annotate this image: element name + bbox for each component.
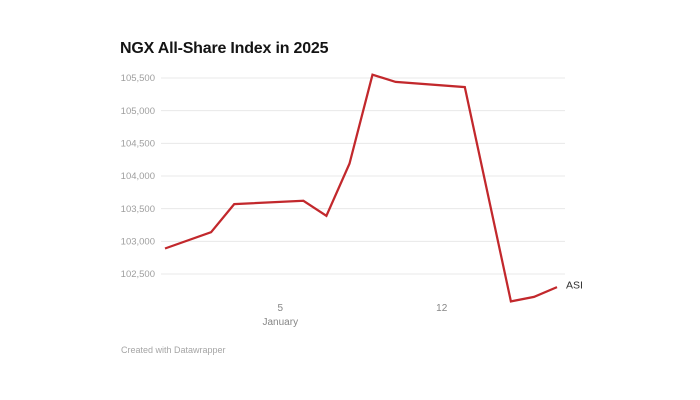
- y-axis-tick-label: 104,500: [121, 139, 155, 150]
- y-axis-tick-label: 103,500: [121, 204, 155, 215]
- y-axis-tick-label: 104,000: [121, 171, 155, 182]
- asi-line-series: [164, 73, 558, 303]
- x-axis-tick-label: 12: [436, 303, 448, 314]
- chart-title: NGX All-Share Index in 2025: [120, 40, 329, 57]
- y-axis-tick-label: 103,000: [121, 237, 155, 248]
- x-axis-tick-label: 5: [278, 303, 284, 314]
- series-end-label: ASI: [566, 280, 583, 292]
- y-axis-tick-label: 105,500: [121, 73, 155, 84]
- x-axis-month-label: January: [263, 317, 299, 328]
- y-axis-tick-label: 102,500: [121, 269, 155, 280]
- datawrapper-credit: Created with Datawrapper: [121, 345, 226, 355]
- y-axis-tick-label: 105,000: [121, 106, 155, 117]
